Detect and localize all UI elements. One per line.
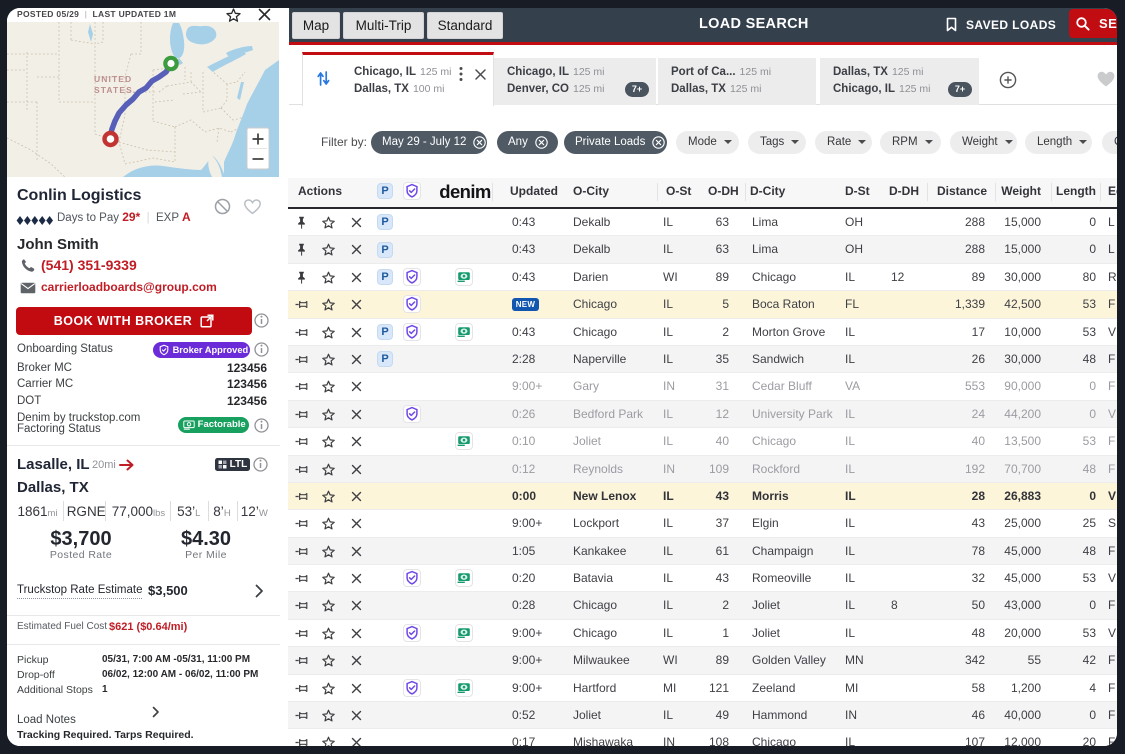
svg-text:UNITED: UNITED [94, 74, 132, 84]
svg-text:STATES.: STATES. [94, 85, 136, 95]
